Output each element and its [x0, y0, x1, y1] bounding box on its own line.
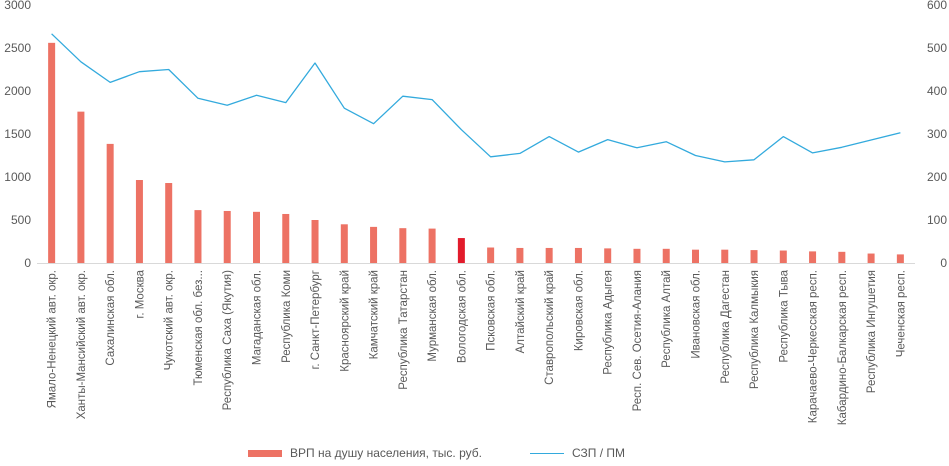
category-label: г. Санкт-Петербург [310, 270, 322, 369]
category-label: Кабардино-Балкарская респ. [837, 270, 849, 425]
category-label: Тюменская обл. без... [193, 270, 205, 386]
category-label: Респ. Сев. Осетия-Алания [632, 270, 644, 411]
left-tick-label: 0 [24, 256, 31, 270]
right-tick-label: 100 [927, 213, 947, 227]
category-label: Республика Тыва [778, 269, 790, 362]
bar [633, 249, 640, 263]
bar [721, 250, 728, 263]
left-axis-ticks: 0 500 1000 1500 2000 2500 3000 [4, 0, 31, 270]
bar [809, 251, 816, 263]
legend: ВРП на душу населения, тыс. руб. СЗП / П… [0, 446, 949, 466]
category-label: Республика Саха (Якутия) [222, 270, 234, 411]
left-tick-label: 2000 [4, 84, 31, 98]
right-tick-label: 200 [927, 170, 947, 184]
bar [194, 210, 201, 263]
right-tick-label: 400 [927, 84, 947, 98]
bar [692, 250, 699, 263]
bar [868, 254, 875, 263]
category-label: Республика Алтай [661, 270, 673, 368]
legend-swatch-line [530, 453, 564, 454]
right-tick-label: 500 [927, 41, 947, 55]
bar [224, 211, 231, 263]
category-labels: Ямало-Ненецкий авт. окр. Ханты-Мансийский… [47, 269, 908, 425]
category-label: Красноярский край [339, 270, 351, 372]
category-label: Республика Калмыкия [749, 270, 761, 389]
bar [604, 248, 611, 263]
bar [663, 249, 670, 263]
bar [429, 229, 436, 263]
left-tick-label: 2500 [4, 41, 31, 55]
legend-swatch-bars [248, 450, 282, 457]
bar [458, 238, 465, 263]
bar [312, 220, 319, 263]
left-tick-label: 500 [11, 213, 31, 227]
line-series [52, 34, 901, 162]
category-label: Ямало-Ненецкий авт. окр. [47, 270, 59, 408]
category-label: Магаданская обл. [252, 270, 264, 365]
left-tick-label: 1500 [4, 127, 31, 141]
category-label: Камчатский край [369, 270, 381, 359]
left-tick-label: 1000 [4, 170, 31, 184]
category-label: Республика Адыгея [603, 270, 615, 375]
category-label: Карачаево-Черкесская респ. [808, 270, 820, 423]
bar [546, 248, 553, 263]
category-label: Ставропольский край [544, 270, 556, 385]
category-label: Республика Коми [281, 270, 293, 363]
bar [399, 228, 406, 263]
category-label: Республика Ингушетия [866, 270, 878, 393]
category-label: Алтайский край [515, 270, 527, 353]
bar [897, 254, 904, 263]
bar [253, 212, 260, 263]
category-label: Республика Татарстан [398, 270, 410, 390]
right-axis-ticks: 0 100 200 300 400 500 600 [927, 0, 947, 270]
legend-label-bars: ВРП на душу населения, тыс. руб. [290, 446, 482, 460]
right-tick-label: 0 [940, 256, 947, 270]
category-label: г. Москва [134, 269, 146, 318]
left-tick-label: 3000 [4, 0, 31, 12]
category-label: Республика Дагестан [720, 270, 732, 384]
bar [48, 43, 55, 263]
bar [136, 180, 143, 263]
category-label: Мурманская обл. [427, 270, 439, 362]
bar [838, 252, 845, 263]
category-label: Сахалинская обл. [105, 270, 117, 366]
bar [516, 248, 523, 263]
category-label: Чеченская респ. [895, 270, 907, 357]
category-label: Ханты-Мансийский авт. окр. [76, 270, 88, 419]
category-label: Псковская обл. [486, 270, 498, 351]
legend-item-bars: ВРП на душу населения, тыс. руб. [248, 446, 482, 460]
category-label: Вологодская обл. [456, 270, 468, 363]
legend-label-line: СЗП / ПМ [572, 446, 625, 460]
legend-item-line: СЗП / ПМ [530, 446, 625, 460]
bar-series [48, 43, 904, 263]
right-tick-label: 600 [927, 0, 947, 12]
category-label: Ивановская обл. [691, 270, 703, 359]
bar [751, 250, 758, 263]
bar [77, 112, 84, 263]
line-path [52, 34, 901, 162]
category-label: Кировская обл. [573, 270, 585, 351]
bar [107, 144, 114, 263]
bar [370, 227, 377, 263]
bar [487, 248, 494, 263]
right-tick-label: 300 [927, 127, 947, 141]
category-label: Чукотский авт. окр. [164, 270, 176, 370]
bar [165, 183, 172, 263]
bar [780, 251, 787, 263]
bar [282, 214, 289, 263]
bar [575, 248, 582, 263]
bar [341, 224, 348, 263]
